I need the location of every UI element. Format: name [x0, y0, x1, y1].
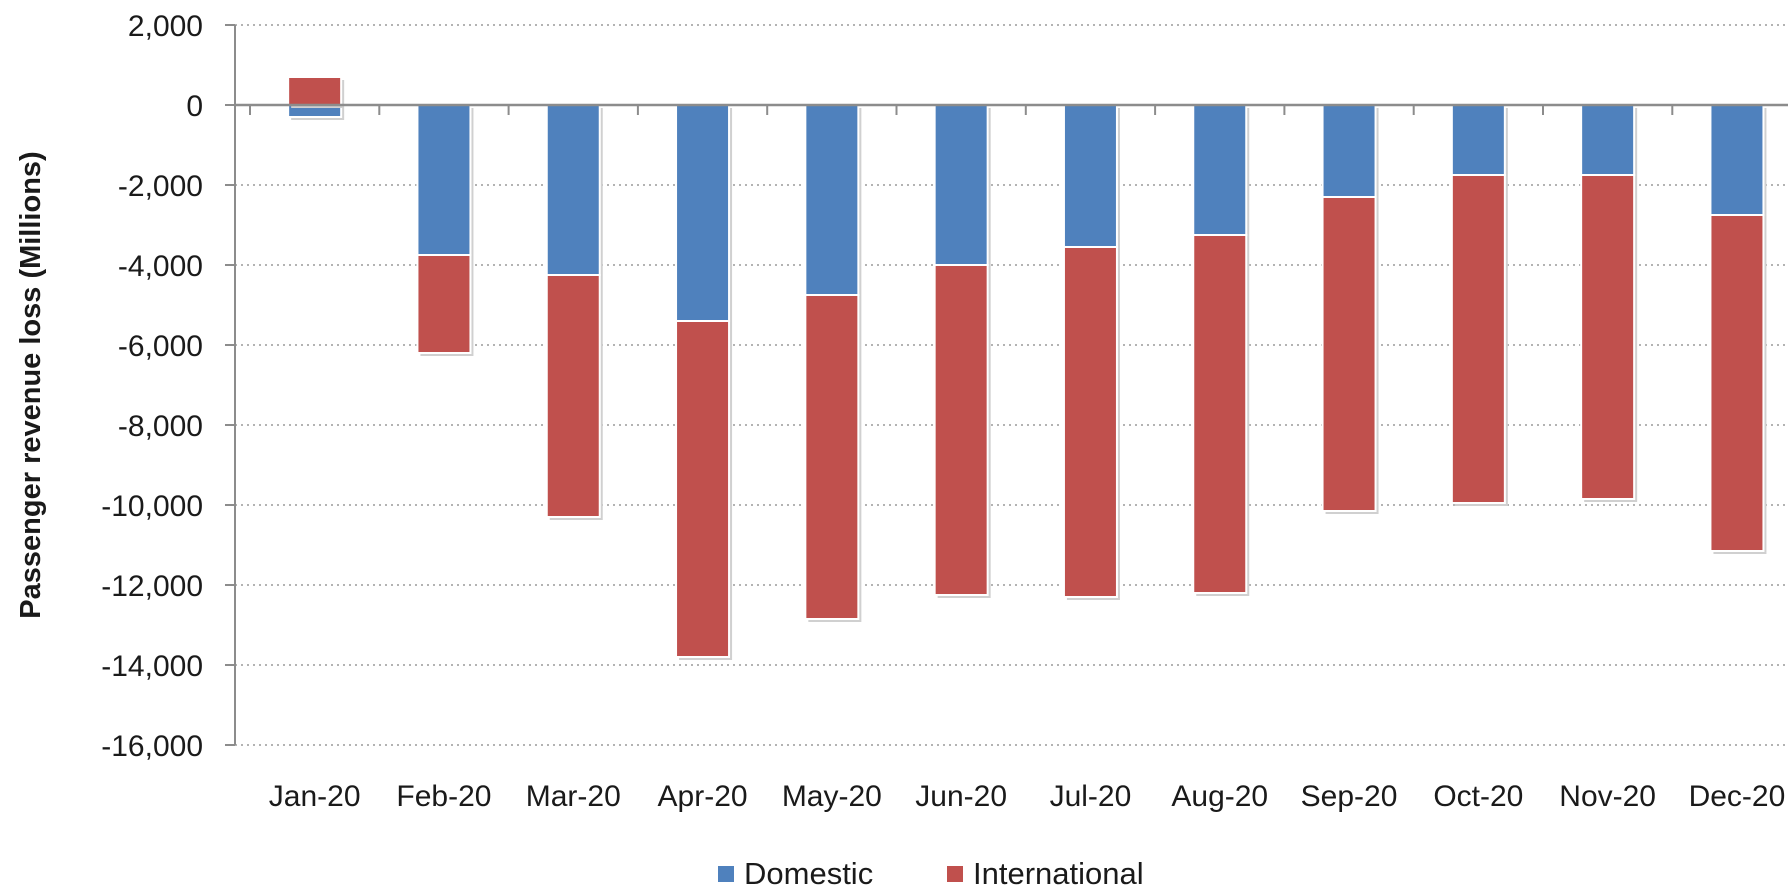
x-tick-label: Apr-20: [658, 780, 748, 813]
x-tick-label: Aug-20: [1171, 780, 1268, 813]
bar-international-apr-20: [676, 321, 729, 657]
y-tick-label: -12,000: [101, 570, 203, 603]
bar-international-oct-20: [1452, 175, 1505, 503]
x-tick-label: Jun-20: [915, 780, 1007, 813]
bars: [288, 77, 1766, 660]
legend-label-domestic: Domestic: [744, 856, 873, 891]
bar-international-feb-20: [417, 255, 470, 353]
bar-domestic-sep-20: [1323, 105, 1376, 197]
bar-international-aug-20: [1193, 235, 1246, 593]
bar-international-jun-20: [935, 265, 988, 595]
x-tick-labels: Jan-20 Feb-20 Mar-20 Apr-20 May-20 Jun-20 Jul-…: [269, 780, 1786, 813]
x-tick-label: Nov-20: [1559, 780, 1656, 813]
x-tick-label: May-20: [782, 780, 882, 813]
bar-domestic-aug-20: [1193, 105, 1246, 235]
y-tick-labels: 2,000 0 -2,000 -4,000 -6,000 -8,000 -10,000 -12…: [101, 10, 203, 763]
bar-international-mar-20: [547, 275, 600, 517]
x-tick-label: Dec-20: [1689, 780, 1786, 813]
legend-label-international: International: [973, 856, 1144, 891]
y-tick-label: 2,000: [128, 10, 203, 43]
bar-domestic-jun-20: [935, 105, 988, 265]
y-tick-label: -10,000: [101, 490, 203, 523]
x-tick-label: Oct-20: [1433, 780, 1523, 813]
bar-international-may-20: [805, 295, 858, 619]
bar-international-jul-20: [1064, 247, 1117, 597]
bar-international-dec-20: [1710, 215, 1763, 551]
y-tick-label: -4,000: [118, 250, 203, 283]
x-tick-label: Jul-20: [1050, 780, 1132, 813]
y-tick-label: -8,000: [118, 410, 203, 443]
bar-international-sep-20: [1323, 197, 1376, 511]
bar-international-jan-20: [288, 77, 341, 105]
bar-domestic-mar-20: [547, 105, 600, 275]
x-tick-label: Feb-20: [396, 780, 491, 813]
legend-swatch-international: [947, 866, 963, 882]
x-tick-label: Jan-20: [269, 780, 361, 813]
legend-swatch-domestic: [718, 866, 734, 882]
bar-domestic-dec-20: [1710, 105, 1763, 215]
y-tick-label: 0: [186, 90, 203, 123]
y-axis-title: Passenger revenue loss (Millions): [15, 151, 47, 618]
bar-domestic-oct-20: [1452, 105, 1505, 175]
x-tick-label: Sep-20: [1301, 780, 1398, 813]
bar-domestic-may-20: [805, 105, 858, 295]
bar-domestic-jul-20: [1064, 105, 1117, 247]
bar-international-nov-20: [1581, 175, 1634, 499]
bar-domestic-nov-20: [1581, 105, 1634, 175]
x-tick-label: Mar-20: [526, 780, 621, 813]
bar-domestic-feb-20: [417, 105, 470, 255]
legend: Domestic International: [718, 856, 1144, 891]
y-tick-label: -14,000: [101, 650, 203, 683]
y-tick-label: -2,000: [118, 170, 203, 203]
y-tick-label: -16,000: [101, 730, 203, 763]
y-tick-label: -6,000: [118, 330, 203, 363]
bar-domestic-apr-20: [676, 105, 729, 321]
